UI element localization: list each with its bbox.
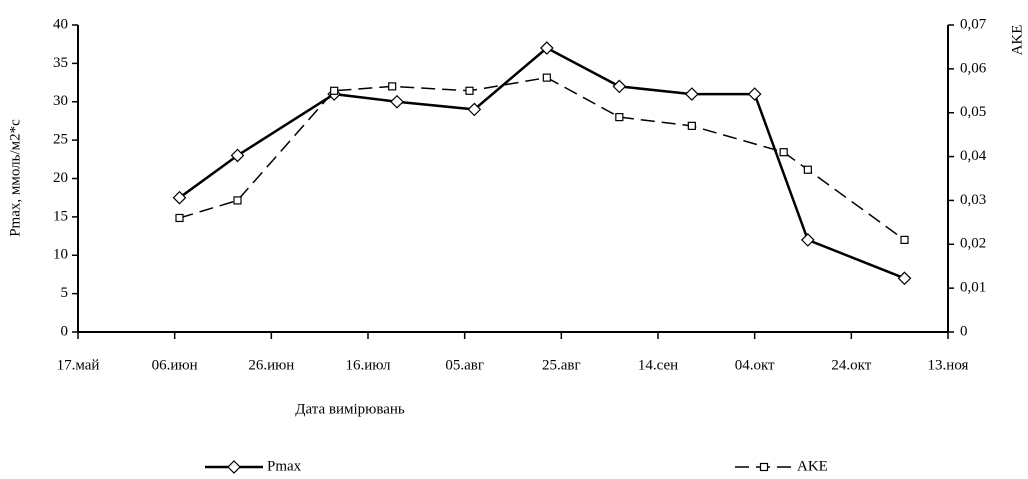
y-tick-label: 10	[53, 247, 68, 263]
y2-tick-label: 0,03	[960, 192, 986, 208]
data-point	[803, 165, 812, 174]
data-point	[233, 196, 242, 205]
x-tick-label: 04.окт	[735, 357, 775, 373]
x-tick-label: 14.сен	[638, 357, 678, 373]
x-tick-label: 16.июл	[345, 357, 391, 373]
data-point	[684, 87, 699, 101]
legend-marker	[227, 460, 241, 474]
data-point	[747, 87, 762, 101]
y-tick-label: 25	[53, 132, 68, 148]
data-point	[230, 148, 245, 163]
y2-tick-label: 0	[960, 323, 968, 339]
data-point	[388, 82, 397, 91]
y-tick-label: 5	[61, 285, 69, 301]
y2-tick-label: 0,07	[960, 16, 987, 32]
data-point	[542, 73, 551, 82]
x-tick-label: 17.май	[57, 357, 100, 373]
data-point	[172, 190, 187, 205]
x-tick-label: 24.окт	[831, 357, 871, 373]
data-point	[465, 86, 474, 95]
legend-label: Pmax	[267, 458, 302, 474]
series-line	[178, 46, 905, 280]
x-tick-label: 13.ноя	[928, 357, 969, 373]
data-point	[897, 271, 912, 286]
data-point	[779, 148, 788, 157]
series-line	[179, 76, 905, 241]
data-point	[539, 41, 554, 55]
data-point	[615, 112, 624, 122]
y2-tick-label: 0,05	[960, 104, 986, 120]
y-tick-label: 30	[53, 93, 68, 109]
y-tick-label: 40	[53, 16, 68, 32]
data-point	[330, 86, 339, 95]
x-tick-label: 05.авг	[445, 357, 484, 373]
data-point	[612, 79, 627, 94]
y2-tick-label: 0,02	[960, 236, 986, 252]
legend-label: AKE	[797, 458, 828, 474]
y2-tick-label: 0,01	[960, 280, 986, 296]
y2-tick-label: 0,06	[960, 60, 987, 76]
legend-marker	[759, 462, 769, 472]
data-point	[467, 102, 482, 117]
y-tick-label: 0	[61, 323, 69, 339]
data-point	[800, 233, 815, 247]
y-tick-label: 20	[53, 170, 68, 186]
data-point	[175, 213, 184, 223]
y-tick-label: 35	[53, 55, 68, 71]
y-tick-label: 15	[53, 208, 68, 224]
data-point	[390, 94, 404, 109]
x-axis-label: Дата вимірювань	[295, 401, 405, 417]
y2-tick-label: 0,04	[960, 148, 987, 164]
y-axis-label: Pmax, ммоль/м2*с	[7, 119, 23, 237]
y2-axis-label: AKE	[1009, 25, 1025, 56]
x-tick-label: 25.авг	[542, 357, 581, 373]
x-tick-label: 26.июн	[248, 357, 294, 373]
data-point	[687, 121, 696, 130]
x-tick-label: 06.июн	[152, 357, 198, 373]
data-point	[900, 235, 909, 244]
